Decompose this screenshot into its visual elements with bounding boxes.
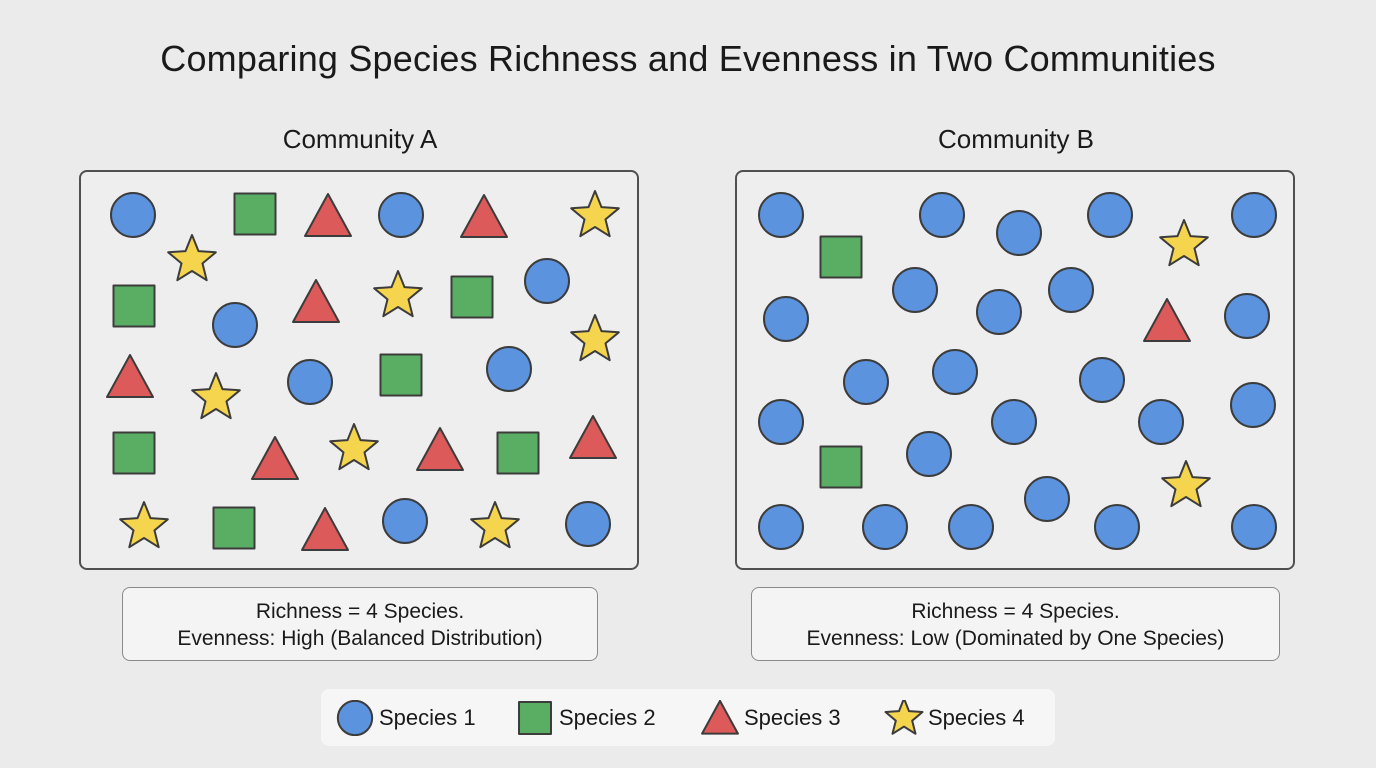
legend-label: Species 3 <box>744 705 841 730</box>
species-2-square <box>212 506 256 550</box>
species-1-circle <box>1094 504 1140 550</box>
species-1-circle <box>1138 399 1184 445</box>
species-1-circle <box>1024 476 1070 522</box>
species-2-square <box>112 284 156 328</box>
community-a-title: Community A <box>282 124 438 154</box>
species-2-square <box>518 701 552 735</box>
species-4-star <box>1161 460 1211 508</box>
species-1-circle <box>758 192 804 238</box>
species-2-square <box>496 431 540 475</box>
species-1-circle <box>948 504 994 550</box>
species-1-circle <box>843 359 889 405</box>
species-3-triangle <box>301 507 349 551</box>
community-b-summary: Richness = 4 Species. Evenness: Low (Dom… <box>751 587 1280 661</box>
community-b-panel <box>735 170 1295 570</box>
species-3-triangle <box>292 279 340 323</box>
species-4-star <box>167 234 217 282</box>
species-3-triangle <box>1143 298 1191 342</box>
species-1-circle <box>486 346 532 392</box>
species-4-star <box>470 501 520 549</box>
species-1-circle <box>862 504 908 550</box>
species-1-circle <box>996 210 1042 256</box>
legend-label: Species 4 <box>928 705 1025 730</box>
species-1-circle <box>110 192 156 238</box>
triangle-icon <box>701 700 739 735</box>
species-1-circle <box>287 359 333 405</box>
species-2-square <box>379 353 423 397</box>
species-2-square <box>112 431 156 475</box>
star-icon <box>884 700 924 735</box>
species-1-circle <box>1079 357 1125 403</box>
species-4-star <box>191 372 241 420</box>
species-3-triangle <box>304 193 352 237</box>
species-3-triangle <box>460 194 508 238</box>
species-1-circle <box>932 349 978 395</box>
species-1-circle <box>212 302 258 348</box>
species-1-circle <box>524 258 570 304</box>
species-2-square <box>233 192 277 236</box>
diagram-title: Comparing Species Richness and Evenness … <box>160 38 1216 79</box>
species-1-circle <box>565 501 611 547</box>
species-1-circle <box>976 289 1022 335</box>
species-1-circle <box>1230 382 1276 428</box>
species-1-circle <box>991 399 1037 445</box>
species-3-triangle <box>701 700 739 735</box>
species-4-star <box>373 270 423 318</box>
species-4-star <box>570 190 620 238</box>
species-4-star <box>884 700 924 735</box>
community-a-summary: Richness = 4 Species. Evenness: High (Ba… <box>122 587 598 661</box>
species-1-circle <box>1231 192 1277 238</box>
species-3-triangle <box>416 427 464 471</box>
species-3-triangle <box>106 354 154 398</box>
species-1-circle <box>1231 504 1277 550</box>
species-2-square <box>450 275 494 319</box>
community-b-evenness: Evenness: Low (Dominated by One Species) <box>806 627 1225 650</box>
species-1-circle <box>758 504 804 550</box>
community-a-organisms <box>106 190 620 551</box>
species-1-circle <box>1048 267 1094 313</box>
community-b-richness: Richness = 4 Species. <box>911 600 1120 623</box>
community-a-richness: Richness = 4 Species. <box>255 600 465 623</box>
species-3-triangle <box>251 436 299 480</box>
species-1-circle <box>378 192 424 238</box>
species-1-circle <box>1224 293 1270 339</box>
square-icon <box>518 701 552 735</box>
community-b-organisms <box>758 192 1277 550</box>
species-4-star <box>1159 219 1209 267</box>
species-1-circle <box>763 296 809 342</box>
community-a-panel <box>79 170 639 570</box>
species-1-circle <box>336 700 374 736</box>
legend-label: Species 1 <box>379 705 476 730</box>
species-4-star <box>329 423 379 471</box>
circle-icon <box>336 700 374 736</box>
species-1-circle <box>758 399 804 445</box>
legend: Species 1 Species 2 Species 3 Species 4 <box>321 689 1055 746</box>
community-a-evenness: Evenness: High (Balanced Distribution) <box>177 627 543 650</box>
species-1-circle <box>1087 192 1133 238</box>
species-4-star <box>570 314 620 362</box>
species-1-circle <box>919 192 965 238</box>
species-2-square <box>819 445 863 489</box>
species-3-triangle <box>569 415 617 459</box>
legend-label: Species 2 <box>559 705 656 730</box>
species-1-circle <box>892 267 938 313</box>
species-1-circle <box>906 431 952 477</box>
community-b-title: Community B <box>937 124 1095 154</box>
species-4-star <box>119 501 169 549</box>
species-2-square <box>819 235 863 279</box>
species-1-circle <box>382 498 428 544</box>
